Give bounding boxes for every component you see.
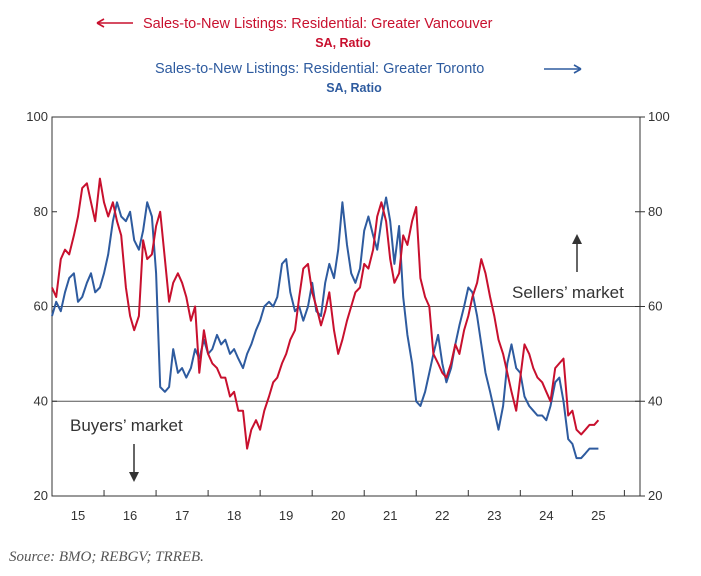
right-tick-label: 40 [648,393,662,408]
legend-vancouver-title: Sales-to-New Listings: Residential: Grea… [143,16,493,32]
sellers-annotation: Sellers’ market [508,234,636,304]
buyers-annotation: Buyers’ market [70,416,183,482]
buyers-label: Buyers’ market [70,416,183,435]
x-tick-label: 18 [227,508,241,523]
x-axis: 15 16 17 18 19 20 21 22 23 24 25 [71,490,625,523]
x-tick-label: 19 [279,508,293,523]
source-note: Source: BMO; REBGV; TRREB. [9,549,204,565]
x-tick-label: 21 [383,508,397,523]
left-tick-label: 40 [34,393,48,408]
right-axis: 20 40 60 80 100 [635,109,670,503]
down-arrow-icon [129,472,139,482]
x-tick-label: 15 [71,508,85,523]
x-tick-label: 20 [331,508,345,523]
legend-vancouver-subtitle: SA, Ratio [315,36,371,50]
left-tick-label: 60 [34,299,48,314]
left-tick-label: 100 [26,109,48,124]
right-tick-label: 100 [648,109,670,124]
left-tick-label: 80 [34,204,48,219]
series-line-vancouver [51,177,600,450]
legend-toronto: Sales-to-New Listings: Residential: Grea… [155,61,582,95]
x-tick-label: 22 [435,508,449,523]
right-tick-label: 80 [648,204,662,219]
x-tick-label: 24 [539,508,553,523]
left-arrow-icon [96,18,105,28]
legend-vancouver: Sales-to-New Listings: Residential: Grea… [96,16,493,50]
series-line-toronto [51,196,599,460]
x-tick-label: 23 [487,508,501,523]
sellers-label: Sellers’ market [512,283,624,302]
left-axis: 20 40 60 80 100 [26,109,57,503]
legend-toronto-subtitle: SA, Ratio [326,81,382,95]
left-tick-label: 20 [34,488,48,503]
right-tick-label: 20 [648,488,662,503]
up-arrow-icon [572,234,582,244]
right-tick-label: 60 [648,299,662,314]
legend-toronto-title: Sales-to-New Listings: Residential: Grea… [155,61,484,77]
x-tick-label: 17 [175,508,189,523]
sellers-label-bg [508,280,636,304]
x-tick-label: 16 [123,508,137,523]
x-tick-label: 25 [591,508,605,523]
right-arrow-icon [573,64,582,74]
